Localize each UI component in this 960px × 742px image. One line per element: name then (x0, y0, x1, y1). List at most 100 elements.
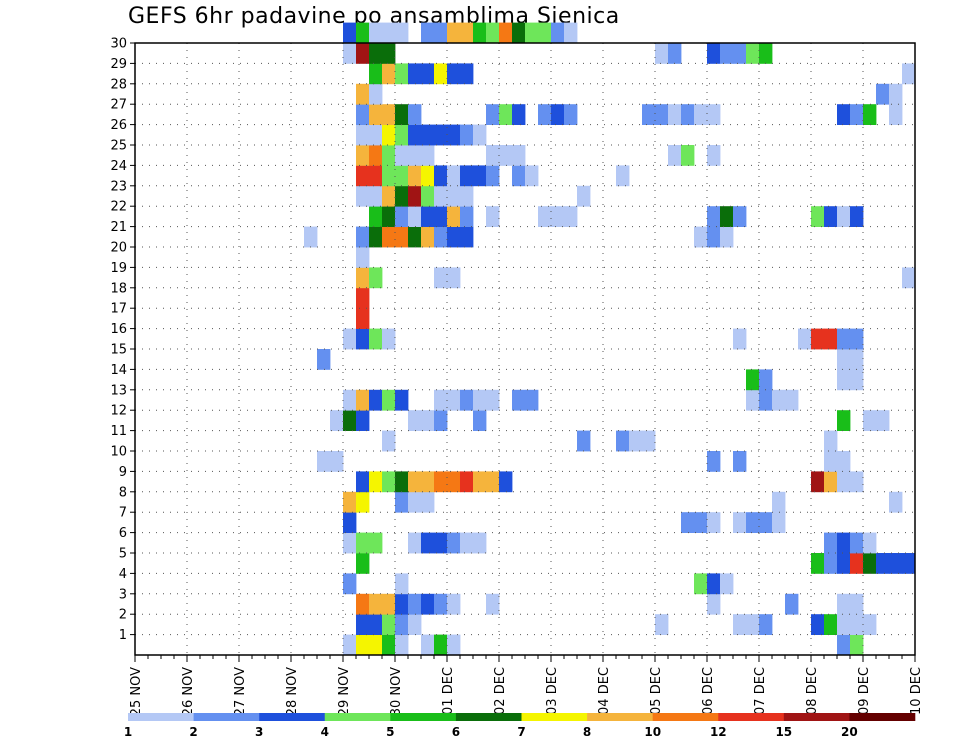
colorbar: 1 2 3 4 5 6 7 8 10 12 15 20 (124, 713, 916, 739)
heatmap-cell (889, 104, 903, 125)
heatmap-cell (447, 22, 461, 44)
heatmap-cell (395, 491, 409, 513)
heatmap-cell (746, 389, 760, 411)
heatmap-cell (863, 532, 877, 554)
heatmap-cell (486, 22, 500, 44)
colorbar-swatch (718, 713, 785, 721)
heatmap-cell (694, 104, 708, 125)
heatmap-cell (356, 287, 370, 309)
y-tick-label: 12 (110, 404, 127, 419)
heatmap-cell (408, 226, 422, 248)
colorbar-swatch (783, 713, 850, 721)
heatmap-cell (473, 410, 487, 431)
heatmap-cell (317, 451, 331, 472)
heatmap-cell (369, 104, 383, 125)
heatmap-cell (356, 471, 370, 493)
heatmap-cell (343, 634, 357, 656)
heatmap-cell (811, 471, 825, 493)
heatmap-cell (707, 145, 721, 166)
heatmap-cell (850, 328, 864, 350)
heatmap-cell (369, 226, 383, 248)
heatmap-cell (733, 206, 747, 227)
heatmap-cell (486, 104, 500, 125)
heatmap-cell (382, 430, 396, 452)
heatmap-cell (356, 634, 370, 656)
heatmap-cell (850, 634, 864, 656)
colorbar-label: 3 (255, 725, 263, 739)
heatmap-cell (577, 185, 591, 207)
colorbar-label: 15 (775, 725, 792, 739)
colorbar-label: 6 (452, 725, 460, 739)
heatmap-cell (837, 410, 851, 431)
y-tick-label: 1 (119, 628, 127, 643)
heatmap-cell (421, 165, 435, 187)
heatmap-cell (395, 389, 409, 411)
y-tick-label: 28 (110, 77, 127, 92)
heatmap-cell (369, 145, 383, 166)
heatmap-cell (460, 185, 474, 207)
heatmap-cell (434, 389, 448, 411)
y-tick-label: 23 (110, 179, 127, 194)
heatmap-cell (356, 532, 370, 554)
x-axis: 25 NOV 26 NOV 27 NOV 28 NOV 29 NOV 30 NOV 01 D… (129, 655, 924, 716)
heatmap-cell (356, 491, 370, 513)
heatmap-cell (382, 226, 396, 248)
heatmap-cell (434, 267, 448, 289)
heatmap-cell (538, 22, 552, 44)
heatmap-cell (525, 389, 539, 411)
heatmap-cell (408, 104, 422, 125)
heatmap-cell (447, 634, 461, 656)
heatmap-cell (460, 389, 474, 411)
heatmap-cell (746, 614, 760, 635)
heatmap-cell (369, 328, 383, 350)
heatmap-cell (356, 185, 370, 207)
heatmap-cell (473, 532, 487, 554)
heatmap-cell (382, 389, 396, 411)
colorbar-swatch (849, 713, 916, 721)
heatmap-cell (434, 634, 448, 656)
heatmap-cell (460, 165, 474, 187)
heatmap-cell (577, 430, 591, 452)
heatmap-cell (551, 22, 565, 44)
heatmap-cell (369, 124, 383, 146)
heatmap-cell (382, 614, 396, 635)
heatmap-cell (408, 471, 422, 493)
heatmap-cell (434, 165, 448, 187)
heatmap-cell (499, 22, 513, 44)
heatmap-cell (434, 63, 448, 85)
heatmap-cell (382, 328, 396, 350)
y-tick-label: 15 (110, 343, 127, 358)
heatmap-cell (707, 226, 721, 248)
heatmap-cell (382, 145, 396, 166)
heatmap-cell (759, 43, 773, 64)
heatmap-cell (447, 267, 461, 289)
heatmap-cell (655, 104, 669, 125)
heatmap-cell (395, 593, 409, 615)
heatmap-cell (356, 83, 370, 105)
heatmap-cell (369, 22, 383, 44)
heatmap-cell (694, 573, 708, 595)
x-tick-label: 03 DEC (545, 667, 560, 715)
heatmap-cell (343, 532, 357, 554)
x-tick-label: 28 NOV (285, 667, 300, 716)
heatmap-cell (720, 206, 734, 227)
y-tick-label: 21 (110, 220, 127, 235)
heatmap-cell (356, 593, 370, 615)
heatmap-cell (304, 226, 318, 248)
heatmap-cell (447, 165, 461, 187)
heatmap-cell (447, 185, 461, 207)
heatmap-cell (811, 206, 825, 227)
heatmap-cell (356, 267, 370, 289)
heatmap-cell (824, 206, 838, 227)
heatmap-cell (499, 145, 513, 166)
heatmap-cell (811, 328, 825, 350)
heatmap-cell (408, 185, 422, 207)
heatmap-cell (395, 124, 409, 146)
heatmap-cell (564, 22, 578, 44)
heatmap-cell (850, 206, 864, 227)
heatmap-cell (707, 206, 721, 227)
heatmap-cell (694, 226, 708, 248)
colorbar-label: 2 (189, 725, 197, 739)
y-tick-label: 11 (110, 424, 127, 439)
colorbar-swatch (259, 713, 326, 721)
